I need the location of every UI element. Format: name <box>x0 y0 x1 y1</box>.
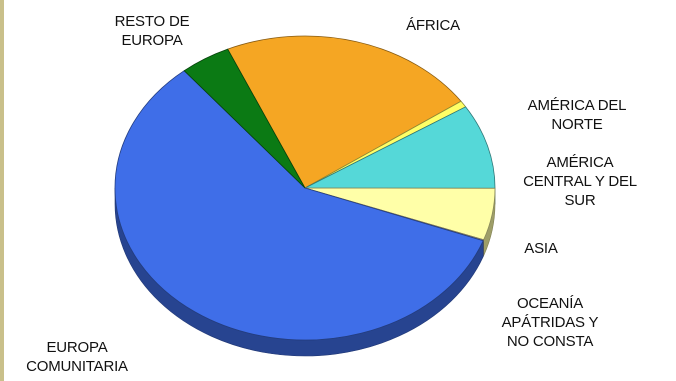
label-oceania-line-2: APÁTRIDAS Y <box>501 314 599 331</box>
label-africa-line-1: ÁFRICA <box>406 17 460 34</box>
label-oceania-apatridas: OCEANÍA APÁTRIDAS Y NO CONSTA <box>480 294 620 351</box>
left-edge-stripe <box>0 0 4 381</box>
label-america-central-line-2: CENTRAL Y DEL <box>523 173 637 190</box>
label-america-central-line-1: AMÉRICA <box>546 154 614 171</box>
pie-slice-europa-comunitaria <box>114 70 484 341</box>
pie-slice-america-central-y-del-sur <box>304 106 496 189</box>
pie-slice-resto-de-europa <box>183 48 306 189</box>
label-america-central-y-del-sur: AMÉRICA CENTRAL Y DEL SUR <box>500 153 660 210</box>
label-resto-de-europa-line-2: EUROPA <box>121 32 183 49</box>
label-europa-comunitaria-line-2: COMUNITARIA <box>26 358 128 375</box>
label-america-del-norte-line-1: AMÉRICA DEL <box>527 97 627 114</box>
label-asia: ASIA <box>506 239 576 258</box>
label-america-del-norte: AMÉRICA DEL NORTE <box>492 96 662 134</box>
label-resto-de-europa-line-1: RESTO DE <box>114 13 190 30</box>
label-america-central-line-3: SUR <box>564 192 596 209</box>
label-america-del-norte-line-2: NORTE <box>551 116 603 133</box>
label-europa-comunitaria-line-1: EUROPA <box>46 339 108 356</box>
label-asia-line-1: ASIA <box>524 240 558 257</box>
label-oceania-line-3: NO CONSTA <box>506 333 594 350</box>
pie-slice-africa <box>227 35 462 189</box>
label-europa-comunitaria: EUROPA COMUNITARIA <box>2 338 152 376</box>
label-oceania-line-1: OCEANÍA <box>516 295 584 312</box>
label-africa: ÁFRICA <box>378 16 488 35</box>
label-resto-de-europa: RESTO DE EUROPA <box>92 12 212 50</box>
